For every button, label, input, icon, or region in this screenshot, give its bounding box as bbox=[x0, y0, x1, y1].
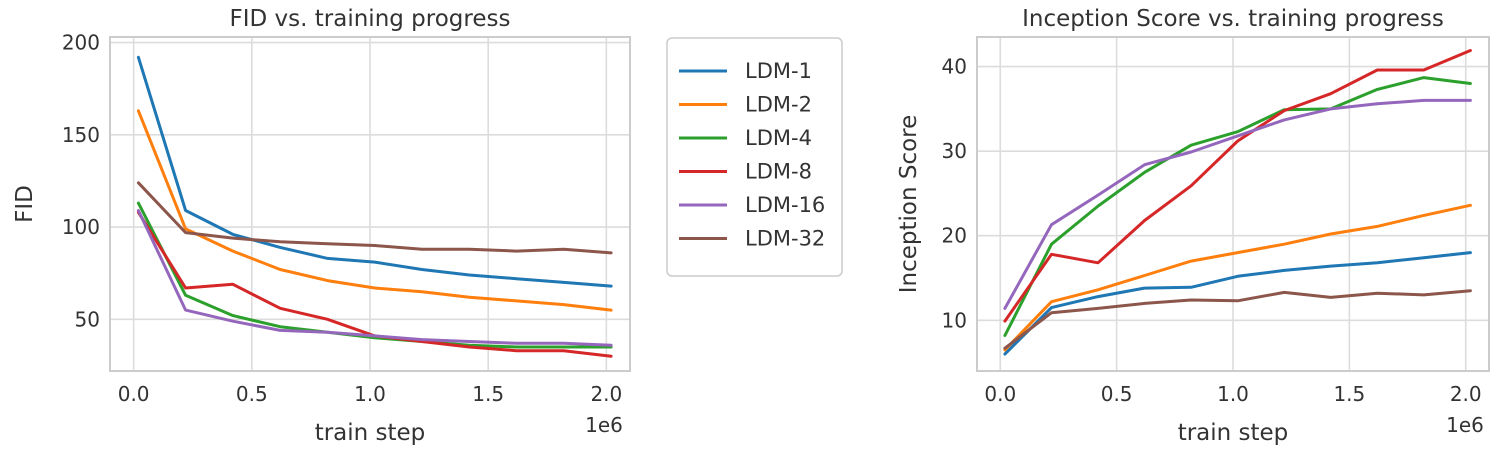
fid-x-axis-label: train step bbox=[315, 420, 426, 446]
fid-plot-frame bbox=[109, 36, 631, 372]
fid-chart-title: FID vs. training progress bbox=[230, 6, 511, 32]
legend-label-ldm-8: LDM-8 bbox=[745, 160, 812, 184]
fid-y-tick-label: 150 bbox=[62, 123, 100, 147]
is-series-ldm-2 bbox=[1003, 203, 1472, 352]
is-y-tick-label: 20 bbox=[942, 224, 967, 248]
is-y-tick-label: 10 bbox=[942, 308, 967, 332]
is-series-ldm-1 bbox=[1003, 251, 1472, 356]
is-x-axis-label: train step bbox=[1178, 420, 1289, 446]
fid-x-tick-label: 0.0 bbox=[118, 382, 150, 406]
fid-series-ldm-2 bbox=[136, 109, 613, 312]
is-x-tick-label: 0.0 bbox=[984, 382, 1016, 406]
fid-x-tick-label: 2.0 bbox=[590, 382, 622, 406]
fid-x-tick-label: 1.5 bbox=[472, 382, 504, 406]
is-y-tick-label: 40 bbox=[942, 55, 967, 79]
legend-label-ldm-16: LDM-16 bbox=[745, 193, 825, 217]
is-x-exponent-label: 1e6 bbox=[1446, 413, 1484, 437]
fid-x-exponent-label: 1e6 bbox=[585, 413, 623, 437]
is-x-tick-label: 1.5 bbox=[1333, 382, 1365, 406]
legend-label-ldm-1: LDM-1 bbox=[745, 59, 812, 83]
legend-label-ldm-4: LDM-4 bbox=[745, 126, 812, 150]
is-series-ldm-32 bbox=[1003, 289, 1472, 350]
legend-label-ldm-32: LDM-32 bbox=[745, 227, 825, 251]
fid-x-tick-label: 0.5 bbox=[236, 382, 268, 406]
fid-x-tick-label: 1.0 bbox=[354, 382, 386, 406]
legend-label-ldm-2: LDM-2 bbox=[745, 93, 812, 117]
is-x-tick-label: 1.0 bbox=[1217, 382, 1249, 406]
fid-series-ldm-16 bbox=[136, 209, 613, 347]
fid-y-tick-label: 200 bbox=[62, 31, 100, 55]
is-x-tick-label: 0.5 bbox=[1101, 382, 1133, 406]
is-chart-title: Inception Score vs. training progress bbox=[1022, 6, 1444, 32]
fid-series-ldm-4 bbox=[136, 201, 613, 349]
inception-score-chart-panel: 0.0 0.5 1.0 1.5 2.0 10 20 30 40 Inception Score v… bbox=[896, 6, 1490, 446]
fid-y-tick-label: 50 bbox=[75, 307, 100, 331]
fid-y-tick-label: 100 bbox=[62, 215, 100, 239]
fid-series-ldm-32 bbox=[136, 181, 613, 255]
is-series-ldm-4 bbox=[1003, 76, 1472, 337]
is-y-tick-label: 30 bbox=[942, 139, 967, 163]
legend-box bbox=[666, 37, 843, 277]
is-plot-frame bbox=[976, 36, 1490, 372]
is-series-ldm-8 bbox=[1003, 49, 1472, 323]
fid-y-axis-label: FID bbox=[12, 185, 38, 223]
fid-series-ldm-1 bbox=[136, 55, 613, 288]
fid-chart-panel: 0.0 0.5 1.0 1.5 2.0 50 100 150 200 FID vs. traini… bbox=[12, 6, 631, 446]
legend: LDM-1 LDM-2 LDM-4 LDM-8 LDM-16 LDM-32 bbox=[666, 37, 843, 277]
is-y-axis-label: Inception Score bbox=[896, 115, 922, 294]
is-x-tick-label: 2.0 bbox=[1450, 382, 1482, 406]
is-series-ldm-16 bbox=[1003, 98, 1472, 310]
